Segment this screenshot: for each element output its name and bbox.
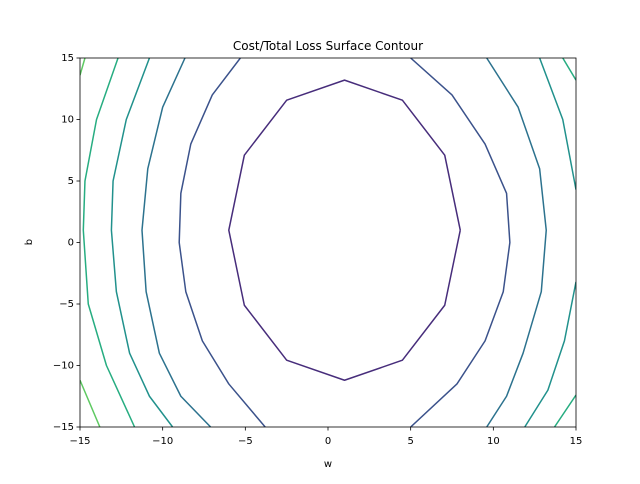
contour-line	[110, 58, 576, 427]
x-tick-label: −5	[238, 436, 253, 447]
x-tick-label: −10	[152, 436, 173, 447]
y-tick-label: −5	[59, 299, 74, 310]
y-tick-label: −15	[53, 422, 74, 433]
y-tick-label: 10	[61, 115, 74, 126]
x-tick-label: 0	[325, 436, 331, 447]
y-tick-label: 0	[68, 238, 74, 249]
x-tick-label: −15	[69, 436, 90, 447]
x-tick-label: 15	[570, 436, 583, 447]
contour-line	[178, 58, 511, 427]
x-tick-label: 5	[407, 436, 413, 447]
x-tick-label: 10	[487, 436, 500, 447]
x-axis-label: w	[324, 459, 332, 470]
contour-line	[141, 58, 547, 427]
contour-line	[228, 79, 462, 382]
plot-frame	[79, 57, 577, 428]
contour-line	[82, 58, 576, 427]
y-tick-label: 5	[68, 176, 74, 187]
chart-title: Cost/Total Loss Surface Contour	[233, 39, 423, 53]
y-axis-label: b	[24, 239, 35, 245]
y-tick-label: 15	[61, 53, 74, 64]
y-tick-label: −10	[53, 361, 74, 372]
contour-line	[80, 58, 101, 427]
